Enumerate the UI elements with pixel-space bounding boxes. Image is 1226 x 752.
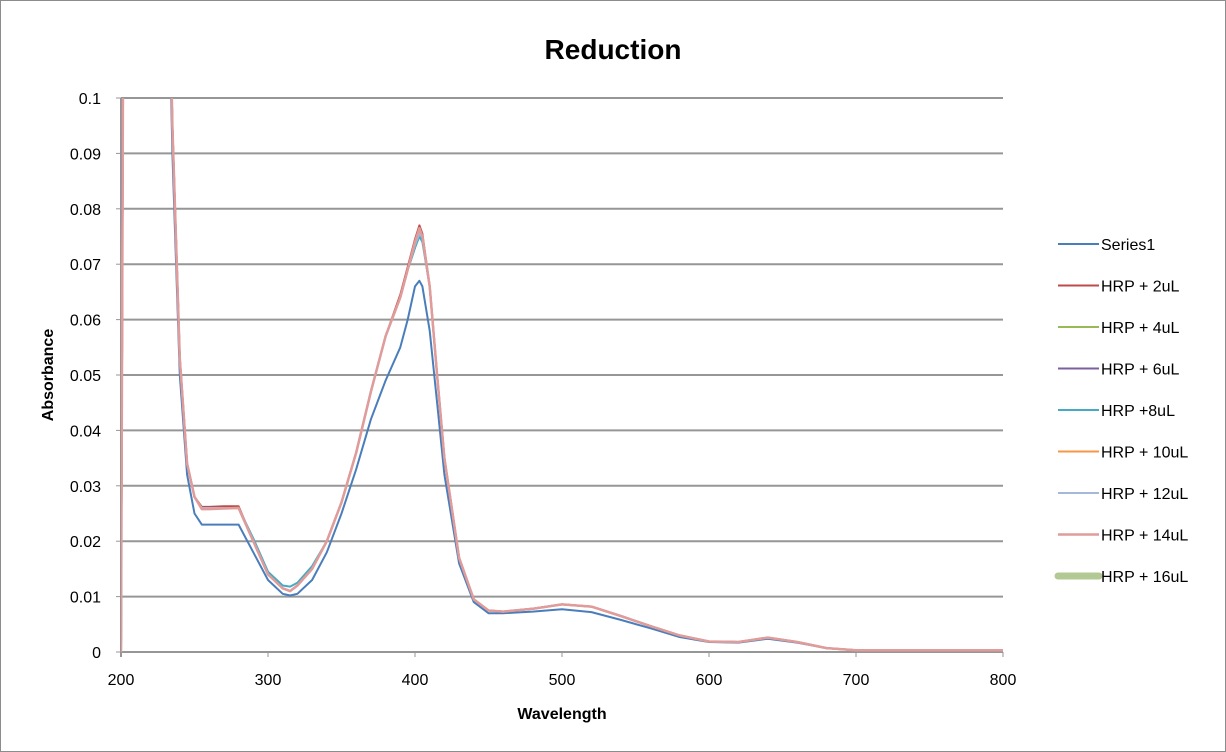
series-line-hrp-14ul	[121, 98, 1003, 653]
y-tick-label: 0.02	[70, 534, 101, 551]
legend-label: HRP + 12uL	[1101, 486, 1188, 503]
y-tick-label: 0.03	[70, 479, 101, 496]
y-tick-label: 0	[92, 645, 101, 662]
y-tick-label: 0.01	[70, 590, 101, 607]
x-tick-label: 200	[108, 672, 135, 689]
y-tick-label: 0.1	[79, 91, 101, 108]
legend-label: HRP + 16uL	[1101, 569, 1188, 586]
legend-label: HRP + 6uL	[1101, 362, 1180, 379]
y-tick-label: 0.07	[70, 257, 101, 274]
legend-label: HRP + 14uL	[1101, 528, 1188, 545]
x-axis-label: Wavelength	[517, 706, 606, 723]
x-tick-label: 700	[843, 672, 870, 689]
y-tick-label: 0.09	[70, 146, 101, 163]
y-tick-label: 0.04	[70, 423, 101, 440]
y-tick-label: 0.05	[70, 368, 101, 385]
legend-label: HRP +8uL	[1101, 403, 1175, 420]
legend-label: HRP + 4uL	[1101, 320, 1180, 337]
y-axis-label: Absorbance	[40, 329, 57, 422]
legend-label: HRP + 10uL	[1101, 445, 1188, 462]
legend-label: HRP + 2uL	[1101, 279, 1180, 296]
x-tick-label: 800	[990, 672, 1017, 689]
y-tick-label: 0.08	[70, 202, 101, 219]
y-tick-label: 0.06	[70, 313, 101, 330]
chart-title: Reduction	[545, 34, 682, 65]
x-tick-label: 600	[696, 672, 723, 689]
x-tick-label: 500	[549, 672, 576, 689]
legend-label: Series1	[1101, 237, 1155, 254]
x-tick-label: 400	[402, 672, 429, 689]
series-line-series1	[121, 98, 1003, 652]
x-tick-label: 300	[255, 672, 282, 689]
